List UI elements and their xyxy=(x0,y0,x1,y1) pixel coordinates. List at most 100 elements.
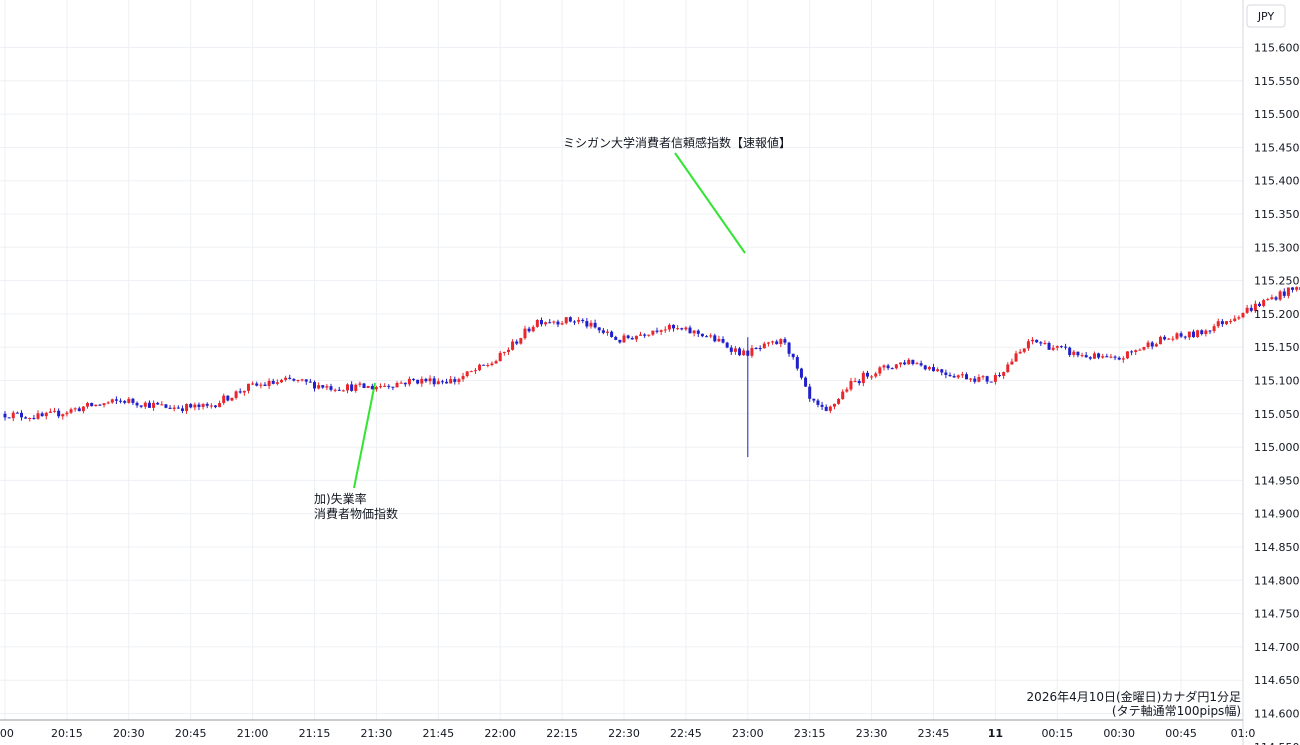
candle-body xyxy=(564,317,568,324)
candle-body xyxy=(1183,336,1187,338)
candle-body xyxy=(473,370,477,372)
candle-body xyxy=(952,376,956,378)
candle-body xyxy=(110,399,114,403)
time-tick-label: 20:45 xyxy=(175,727,207,740)
candle-body xyxy=(209,405,213,407)
candle-body xyxy=(1270,297,1274,300)
candle-body xyxy=(1253,303,1257,311)
price-tick-label: 115.150 xyxy=(1254,341,1300,354)
candle-body xyxy=(878,367,882,374)
candle-body xyxy=(403,382,407,385)
candle-body xyxy=(787,342,791,354)
price-tick-label: 114.950 xyxy=(1254,474,1300,487)
candle-body xyxy=(40,413,44,417)
candle-body xyxy=(812,398,816,401)
candle-body xyxy=(1208,330,1212,332)
candle-body xyxy=(746,350,750,356)
candle-body xyxy=(709,335,713,337)
candle-body xyxy=(420,378,424,384)
candle-body xyxy=(127,398,131,403)
candle-body xyxy=(973,378,977,382)
candle-body xyxy=(440,381,444,383)
candle-body xyxy=(1291,287,1295,290)
candle-body xyxy=(738,348,742,356)
candle-body xyxy=(919,363,923,366)
candle-body xyxy=(799,368,803,378)
candle-body xyxy=(3,413,7,418)
candle-body xyxy=(1286,287,1290,296)
candle-body xyxy=(412,378,416,380)
candle-body xyxy=(205,403,209,406)
price-axis-labels: 115.600 115.550 115.500 115.450 115.400 115.3… xyxy=(1254,42,1300,745)
candle-body xyxy=(374,387,378,390)
candle-body xyxy=(77,408,81,412)
annotation-label-michigan: ミシガン大学消費者信頼感指数【速報値】 xyxy=(563,135,791,150)
candle-body xyxy=(370,386,374,390)
candle-body xyxy=(407,378,411,385)
candle-body xyxy=(1282,291,1286,296)
time-tick-label: :00 xyxy=(0,727,14,740)
candle-body xyxy=(48,411,52,413)
candle-body xyxy=(618,339,622,343)
candle-body xyxy=(539,319,543,325)
candle-body xyxy=(700,333,704,337)
candle-body xyxy=(750,348,754,356)
candle-body xyxy=(977,377,981,382)
time-tick-label: 21:15 xyxy=(299,727,331,740)
candle-body xyxy=(610,331,614,337)
candle-body xyxy=(940,369,944,373)
candle-body xyxy=(457,379,461,382)
candle-body xyxy=(271,380,275,384)
candle-body xyxy=(123,401,127,403)
candle-body xyxy=(890,368,894,370)
time-tick-label: 21:30 xyxy=(361,727,393,740)
candle-body xyxy=(246,383,250,391)
candle-body xyxy=(1154,344,1158,347)
candle-body xyxy=(589,322,593,327)
price-tick-label: 114.900 xyxy=(1254,508,1300,521)
candle-body xyxy=(1295,287,1299,290)
candle-body xyxy=(572,321,576,323)
candle-body xyxy=(304,379,308,382)
candle-body xyxy=(808,386,812,399)
price-tick-label: 115.250 xyxy=(1254,275,1300,288)
candle-body xyxy=(506,349,510,352)
price-tick-label: 114.600 xyxy=(1254,708,1300,721)
candle-body xyxy=(857,380,861,384)
price-tick-label: 115.550 xyxy=(1254,75,1300,88)
price-tick-label: 115.450 xyxy=(1254,141,1300,154)
candle-body xyxy=(57,410,61,417)
candle-body xyxy=(494,361,498,364)
candle-body xyxy=(11,412,15,419)
candle-body xyxy=(894,364,898,369)
candle-body xyxy=(1237,317,1241,319)
candle-body xyxy=(845,389,849,392)
candle-body xyxy=(1109,356,1113,358)
candle-body xyxy=(152,402,156,408)
candle-body xyxy=(535,319,539,327)
candle-body xyxy=(593,322,597,328)
candle-body xyxy=(114,399,118,401)
candle-body xyxy=(185,404,189,411)
candle-body xyxy=(667,324,671,330)
candle-body xyxy=(1200,330,1204,334)
candle-body xyxy=(263,384,267,386)
price-tick-label: 115.100 xyxy=(1254,375,1300,388)
candle-body xyxy=(548,322,552,324)
time-tick-label: 23:30 xyxy=(856,727,888,740)
candle-body xyxy=(218,403,222,408)
candle-body xyxy=(383,385,387,387)
candle-body xyxy=(874,373,878,377)
candle-body xyxy=(36,413,40,419)
candle-body xyxy=(482,364,486,366)
candle-body xyxy=(1233,318,1237,322)
candle-body xyxy=(24,417,28,419)
candle-body xyxy=(362,383,366,388)
price-tick-label: 115.500 xyxy=(1254,108,1300,121)
candlestick-series xyxy=(3,286,1300,458)
candle-body xyxy=(1113,356,1117,358)
candle-body xyxy=(614,336,618,340)
candle-body xyxy=(531,326,535,332)
price-tick-label: 115.000 xyxy=(1254,441,1300,454)
candle-body xyxy=(255,383,259,386)
